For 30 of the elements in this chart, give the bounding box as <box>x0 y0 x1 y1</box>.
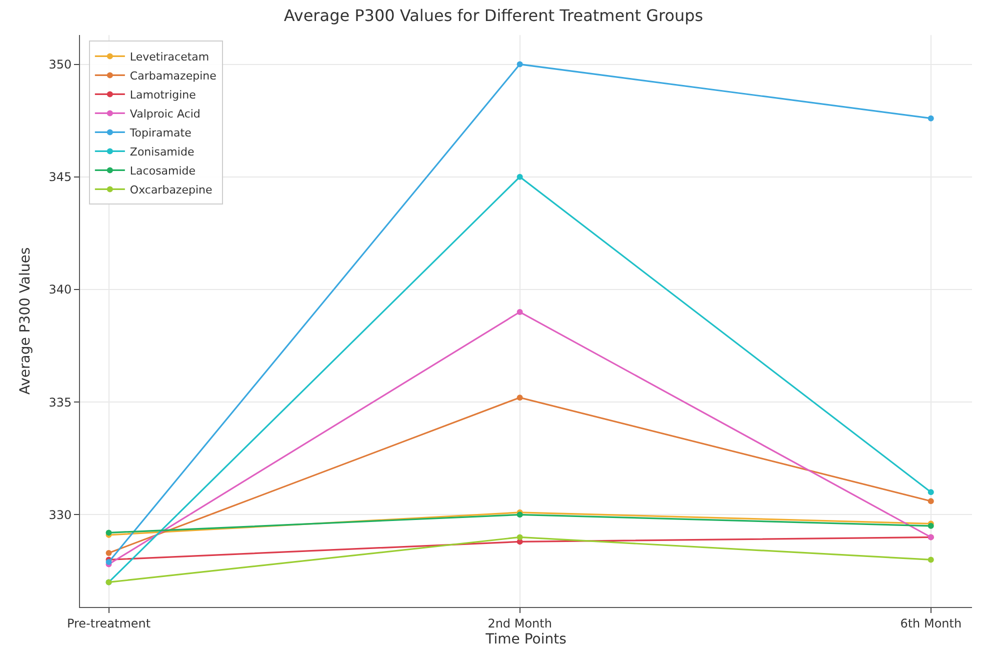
legend-label: Topiramate <box>128 126 192 140</box>
point <box>516 61 523 68</box>
point <box>928 556 934 563</box>
point <box>516 394 523 401</box>
legend-label: Lamotrigine <box>130 88 196 102</box>
legend-label: Carbamazepine <box>130 70 217 83</box>
x-axis-title: Time Points <box>484 632 566 648</box>
point <box>928 115 934 122</box>
legend-label: Lacosamide <box>130 164 196 178</box>
point <box>928 498 934 504</box>
legend-label: Valproic Acid <box>130 108 200 121</box>
x-tick-label: Pre-treatment <box>66 616 151 630</box>
y-tick-label: 335 <box>48 395 72 410</box>
y-tick-label: 340 <box>48 282 72 297</box>
legend-label: Zonisamide <box>130 146 194 159</box>
y-tick-label: 330 <box>48 508 72 522</box>
legend-label: Levetiracetam <box>130 50 210 64</box>
point <box>516 174 523 180</box>
point <box>516 308 523 315</box>
point <box>516 534 523 540</box>
x-tick-label: 6th Month <box>900 616 962 630</box>
point <box>516 512 523 518</box>
legend-label: Oxcarbazepine <box>130 184 212 197</box>
point <box>106 550 112 556</box>
point <box>928 489 934 496</box>
y-tick-label: 350 <box>48 57 72 72</box>
chart-title: Average P300 Values for Different Treatment Groups <box>284 6 704 26</box>
y-axis-title: Average P300 Values <box>17 247 34 395</box>
x-tick-label: 2nd Month <box>488 616 552 630</box>
y-tick-label: 345 <box>48 170 72 184</box>
